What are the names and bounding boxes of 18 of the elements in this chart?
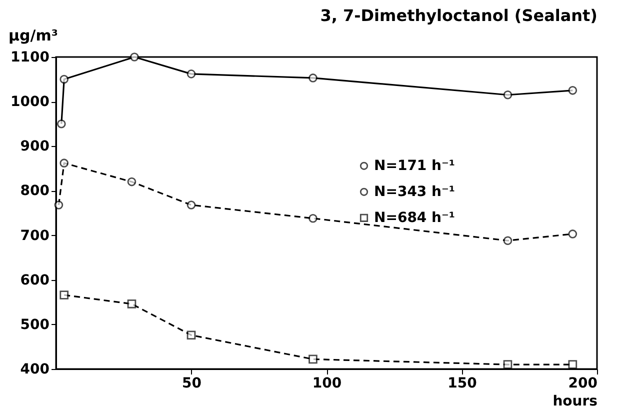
x-tick-label: 50 [182, 376, 202, 392]
y-axis-title: µg/m³ [8, 26, 58, 44]
y-tick-label: 1100 [10, 50, 50, 66]
x-axis-title: hours [552, 394, 598, 410]
y-tick-label: 800 [20, 183, 50, 200]
legend-label: N=684 h⁻¹ [374, 210, 456, 226]
y-tick-label: 900 [20, 138, 50, 155]
y-tick-label: 1000 [10, 94, 50, 110]
y-tick-label: 400 [20, 362, 50, 378]
legend-label: N=343 h⁻¹ [374, 184, 456, 200]
y-tick-label: 600 [20, 272, 50, 288]
x-tick-label: 150 [448, 376, 478, 392]
x-tick-label: 200 [568, 376, 598, 392]
y-tick-label: 700 [20, 228, 50, 244]
chart-title: 3, 7-Dimethyloctanol (Sealant) [320, 6, 598, 25]
y-tick-label: 500 [20, 316, 50, 333]
legend-label: N=171 h⁻¹ [374, 158, 456, 174]
x-tick-label: 100 [312, 376, 342, 392]
